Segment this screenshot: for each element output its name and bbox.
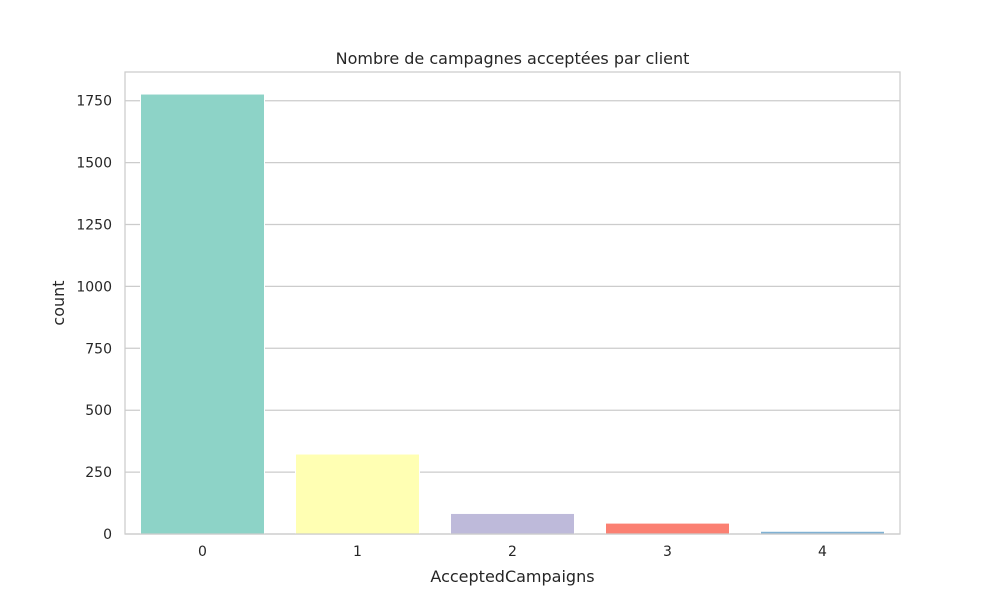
chart-title: Nombre de campagnes acceptées par client: [336, 49, 690, 68]
bar-1: [295, 453, 420, 535]
x-tick-label: 2: [508, 544, 517, 560]
y-axis-label: count: [49, 280, 68, 325]
x-tick-label: 0: [198, 544, 207, 560]
bars: [140, 93, 885, 535]
bar-3: [605, 522, 730, 535]
y-tick-label: 750: [85, 341, 112, 357]
y-tick-label: 1500: [76, 156, 112, 172]
bar-2: [450, 512, 575, 535]
y-tick-label: 1250: [76, 218, 112, 234]
y-tick-label: 0: [103, 527, 112, 543]
y-tick-labels: 0 250 500 750 1000 1250 1500 1750: [76, 94, 112, 543]
x-tick-label: 3: [663, 544, 672, 560]
y-tick-label: 500: [85, 403, 112, 419]
y-tick-label: 1750: [76, 94, 112, 110]
y-tick-label: 250: [85, 465, 112, 481]
x-axis-label: AcceptedCampaigns: [430, 567, 594, 586]
bar-0: [140, 93, 265, 535]
y-tick-label: 1000: [76, 279, 112, 295]
plot-frame: [124, 71, 901, 535]
x-tick-label: 1: [353, 544, 362, 560]
x-tick-labels: 0 1 2 3 4: [198, 544, 827, 560]
x-tick-label: 4: [818, 544, 827, 560]
